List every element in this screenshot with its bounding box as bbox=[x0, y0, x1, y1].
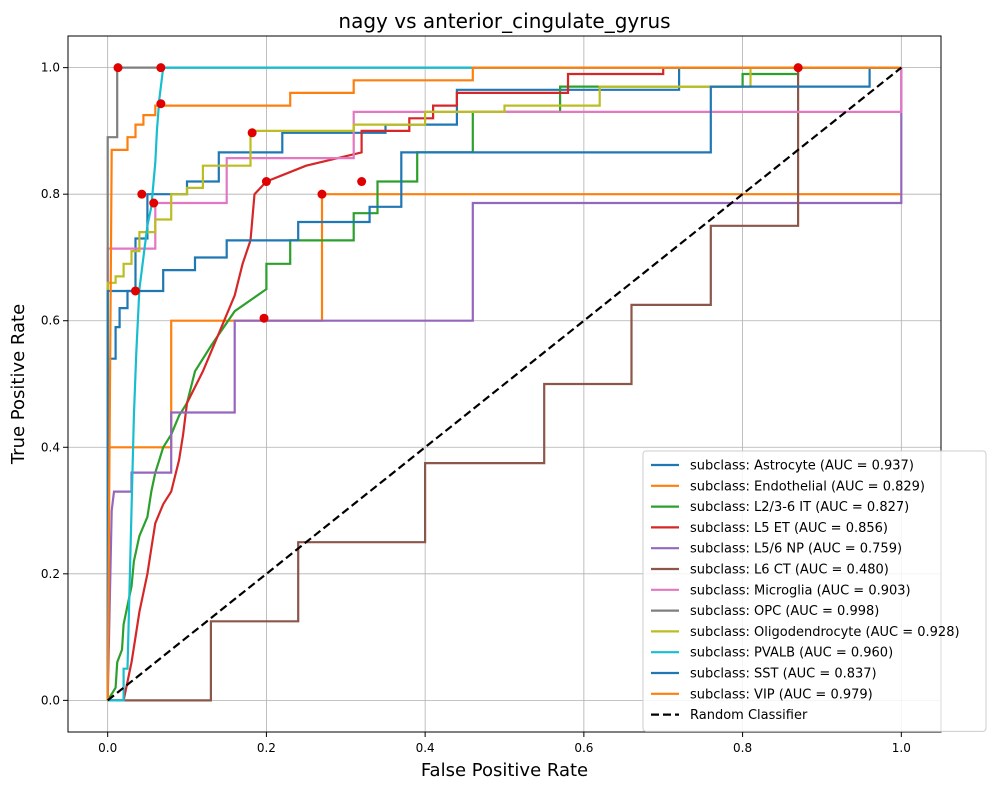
y-tick-label: 1.0 bbox=[41, 61, 60, 75]
legend-entry: subclass: L5 ET (AUC = 0.856) bbox=[690, 521, 888, 536]
threshold-marker bbox=[793, 63, 803, 73]
series-line-12 bbox=[107, 66, 902, 702]
series-line-4 bbox=[106, 67, 903, 701]
legend-entry: subclass: SST (AUC = 0.837) bbox=[690, 667, 877, 682]
legend-entry: subclass: OPC (AUC = 0.998) bbox=[690, 604, 879, 619]
legend-entry: subclass: L2/3-6 IT (AUC = 0.827) bbox=[690, 500, 909, 515]
threshold-marker bbox=[317, 189, 327, 199]
y-tick-label: 0.8 bbox=[41, 187, 60, 201]
x-tick-label: 0.0 bbox=[98, 741, 117, 755]
threshold-marker bbox=[247, 128, 257, 138]
threshold-marker bbox=[261, 177, 271, 187]
x-tick-label: 0.2 bbox=[257, 741, 276, 755]
legend-entry: subclass: Microglia (AUC = 0.903) bbox=[690, 583, 911, 598]
series-line-11 bbox=[106, 66, 902, 701]
series-line-10 bbox=[106, 66, 902, 701]
threshold-marker bbox=[259, 313, 269, 323]
series-line-8 bbox=[106, 66, 902, 701]
legend-entry: subclass: L5/6 NP (AUC = 0.759) bbox=[690, 542, 902, 557]
chart-title: nagy vs anterior_cingulate_gyrus bbox=[338, 9, 670, 33]
threshold-marker bbox=[156, 63, 166, 73]
x-axis-label: False Positive Rate bbox=[421, 760, 588, 781]
legend: subclass: Astrocyte (AUC = 0.937) subclas… bbox=[642, 450, 987, 732]
threshold-marker bbox=[357, 177, 367, 187]
threshold-marker bbox=[156, 99, 166, 109]
legend-entry: subclass: PVALB (AUC = 0.960) bbox=[690, 646, 893, 661]
x-tick-label: 1.0 bbox=[892, 741, 911, 755]
x-tick-label: 0.4 bbox=[416, 741, 435, 755]
legend-entry: subclass: Astrocyte (AUC = 0.937) bbox=[690, 459, 914, 474]
threshold-markers bbox=[113, 63, 803, 323]
series-line-3 bbox=[107, 66, 902, 702]
series-line-6 bbox=[106, 67, 903, 701]
legend-box bbox=[642, 450, 987, 732]
threshold-marker bbox=[113, 63, 123, 73]
threshold-marker bbox=[149, 198, 159, 208]
y-tick-label: 0.4 bbox=[41, 440, 60, 454]
legend-entry: subclass: Oligodendrocyte (AUC = 0.928) bbox=[690, 625, 960, 640]
series-line-5 bbox=[107, 66, 902, 702]
y-tick-label: 0.6 bbox=[41, 314, 60, 328]
x-tick-label: 0.8 bbox=[733, 741, 752, 755]
legend-entry: subclass: L6 CT (AUC = 0.480) bbox=[690, 563, 889, 578]
threshold-marker bbox=[130, 286, 140, 296]
y-tick-label: 0.2 bbox=[41, 567, 60, 581]
legend-entry: subclass: VIP (AUC = 0.979) bbox=[690, 687, 873, 702]
axis-ticks: 0.0 0.2 0.4 0.6 0.8 1.0 0.0 0.2 0.4 0.6 0.8 1.0 bbox=[41, 61, 911, 755]
y-tick-label: 0.0 bbox=[41, 693, 60, 707]
plot-frame bbox=[67, 35, 942, 733]
x-tick-label: 0.6 bbox=[574, 741, 593, 755]
legend-entry: Random Classifier bbox=[690, 708, 808, 723]
threshold-marker bbox=[137, 189, 147, 199]
y-axis-label: True Positive Rate bbox=[8, 304, 29, 465]
legend-entry: subclass: Endothelial (AUC = 0.829) bbox=[690, 479, 925, 494]
